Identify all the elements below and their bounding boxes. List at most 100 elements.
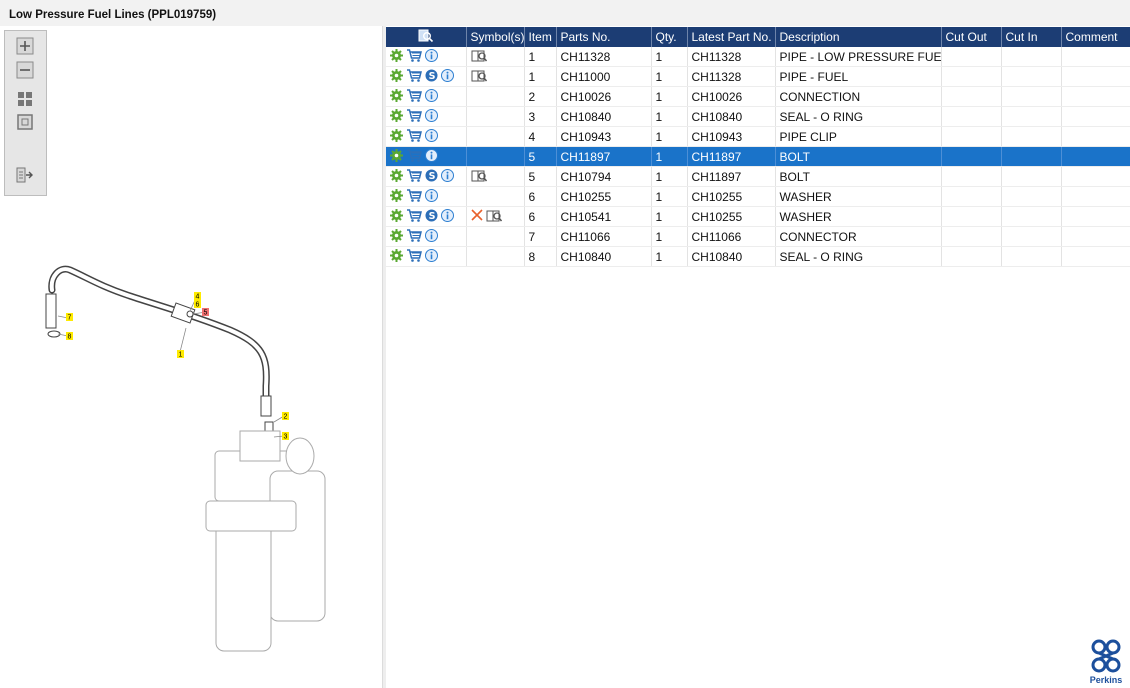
comment-cell	[1061, 226, 1130, 247]
info-icon[interactable]	[425, 108, 438, 125]
gear-icon[interactable]	[390, 48, 403, 65]
svg-text:S: S	[429, 71, 436, 82]
cart-icon[interactable]	[406, 168, 422, 185]
table-row[interactable]: 7 CH11066 1 CH11066 CONNECTOR	[386, 226, 1130, 247]
table-row[interactable]: 3 CH10840 1 CH10840 SEAL - O RING	[386, 106, 1130, 127]
comment-cell	[1061, 106, 1130, 127]
cut-out-cell	[941, 66, 1002, 87]
info-icon[interactable]	[425, 128, 438, 145]
callout-6: 6	[196, 302, 200, 309]
column-header-qty[interactable]: Qty.	[651, 27, 688, 47]
qty-cell: 1	[651, 206, 688, 227]
table-row[interactable]: 1 CH11328 1 CH11328 PIPE - LOW PRESSURE FUEL	[386, 47, 1130, 67]
pane-splitter[interactable]	[382, 26, 386, 688]
column-header-parts-no[interactable]: Parts No.	[556, 27, 652, 47]
latest-part-number-cell: CH10840	[687, 246, 776, 267]
column-header-comment[interactable]: Comment	[1061, 27, 1130, 47]
column-header-description[interactable]: Description	[775, 27, 942, 47]
item-cell: 3	[524, 106, 557, 127]
symbols-cell	[466, 86, 525, 107]
fit-window-button[interactable]	[16, 113, 34, 131]
column-header-cut-out[interactable]: Cut Out	[941, 27, 1002, 47]
table-row[interactable]: 5 CH11897 1 CH11897 BOLT	[386, 146, 1130, 167]
cart-icon[interactable]	[406, 88, 422, 105]
export-button[interactable]	[16, 166, 34, 184]
gear-icon[interactable]	[390, 248, 403, 265]
gear-icon[interactable]	[390, 108, 403, 125]
info-icon[interactable]	[425, 148, 438, 165]
table-row[interactable]: S 6 CH10541 1 CH10255 WASHER	[386, 206, 1130, 227]
table-row[interactable]: 8 CH10840 1 CH10840 SEAL - O RING	[386, 246, 1130, 267]
row-actions	[386, 106, 467, 127]
zoom-toolbar	[4, 30, 47, 196]
info-icon[interactable]	[425, 228, 438, 245]
gear-icon[interactable]	[390, 188, 403, 205]
table-row[interactable]: S 1 CH11000 1 CH11328 PIPE - FUEL	[386, 66, 1130, 87]
cart-icon[interactable]	[406, 228, 422, 245]
part-number-cell: CH10840	[556, 106, 652, 127]
zoom-out-button[interactable]	[16, 61, 34, 79]
search-icon[interactable]	[418, 29, 434, 46]
table-row[interactable]: 6 CH10255 1 CH10255 WASHER	[386, 186, 1130, 207]
cut-in-cell	[1001, 206, 1062, 227]
gear-icon[interactable]	[390, 148, 403, 165]
cart-icon[interactable]	[406, 128, 422, 145]
column-header-cut-in[interactable]: Cut In	[1001, 27, 1062, 47]
table-row[interactable]: 4 CH10943 1 CH10943 PIPE CLIP	[386, 126, 1130, 147]
info-icon[interactable]	[425, 88, 438, 105]
cart-icon[interactable]	[406, 108, 422, 125]
info-icon[interactable]	[425, 48, 438, 65]
fit-all-button[interactable]	[16, 90, 34, 108]
gear-icon[interactable]	[390, 88, 403, 105]
cart-icon[interactable]	[406, 208, 422, 225]
callout-5: 5	[204, 310, 208, 317]
callout-7: 7	[68, 315, 72, 322]
column-header-latest-part-no[interactable]: Latest Part No.	[687, 27, 776, 47]
cart-icon[interactable]	[406, 48, 422, 65]
book-icon[interactable]	[471, 49, 487, 65]
symbols-cell	[466, 126, 525, 147]
symbols-cell	[466, 47, 525, 67]
item-cell: 8	[524, 246, 557, 267]
info-icon[interactable]	[425, 188, 438, 205]
gear-icon[interactable]	[390, 68, 403, 85]
table-row[interactable]: S 5 CH10794 1 CH11897 BOLT	[386, 166, 1130, 187]
description-cell: BOLT	[775, 166, 942, 187]
gear-icon[interactable]	[390, 228, 403, 245]
exploded-parts-drawing[interactable]: 1 2 3 4 5 6 7 8	[30, 256, 350, 656]
cart-icon[interactable]	[406, 248, 422, 265]
item-cell: 1	[524, 66, 557, 87]
info-icon[interactable]	[441, 168, 454, 185]
book-icon[interactable]	[486, 209, 502, 225]
cut-out-cell	[941, 186, 1002, 207]
description-cell: PIPE - FUEL	[775, 66, 942, 87]
comment-cell	[1061, 166, 1130, 187]
zoom-in-button[interactable]	[16, 37, 34, 55]
latest-part-number-cell: CH11328	[687, 66, 776, 87]
cart-icon[interactable]	[406, 68, 422, 85]
x-icon[interactable]	[470, 209, 483, 224]
book-icon[interactable]	[471, 69, 487, 85]
info-icon[interactable]	[441, 208, 454, 225]
cart-icon[interactable]	[406, 148, 422, 165]
book-icon[interactable]	[471, 169, 487, 185]
symbols-cell	[466, 206, 525, 227]
table-row[interactable]: 2 CH10026 1 CH10026 CONNECTION	[386, 86, 1130, 107]
header-search-column[interactable]	[386, 27, 467, 47]
cart-icon[interactable]	[406, 188, 422, 205]
latest-part-number-cell: CH10255	[687, 186, 776, 207]
callout-8: 8	[68, 334, 72, 341]
column-header-symbol-s[interactable]: Symbol(s)	[466, 27, 525, 47]
info-icon[interactable]	[425, 248, 438, 265]
info-icon[interactable]	[441, 68, 454, 85]
gear-icon[interactable]	[390, 168, 403, 185]
s-icon[interactable]: S	[425, 209, 438, 225]
cut-in-cell	[1001, 146, 1062, 167]
column-header-item[interactable]: Item	[524, 27, 557, 47]
description-cell: BOLT	[775, 146, 942, 167]
zoom-in-icon	[16, 37, 34, 55]
gear-icon[interactable]	[390, 128, 403, 145]
s-icon[interactable]: S	[425, 169, 438, 185]
s-icon[interactable]: S	[425, 69, 438, 85]
gear-icon[interactable]	[390, 208, 403, 225]
